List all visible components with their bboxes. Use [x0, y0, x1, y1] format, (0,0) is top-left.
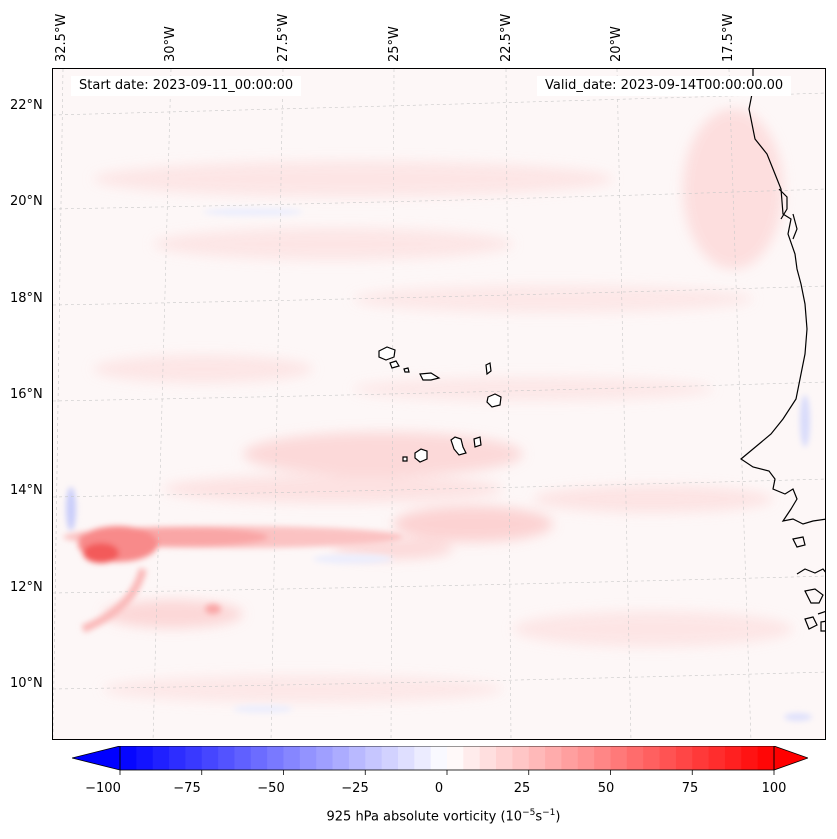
colorbar-cell [250, 746, 268, 770]
colorbar-cell [120, 746, 137, 770]
valid-date-label: Valid_date: 2023-09-14T00:00:00.00 [537, 76, 792, 96]
africa-coast [739, 69, 825, 525]
colorbar-cell [299, 746, 317, 770]
gridlines [53, 69, 825, 739]
colorbar-cell [201, 746, 219, 770]
colorbar-cell [430, 746, 448, 770]
colorbar-cell [316, 746, 334, 770]
lon-label-17-5w: 17.5°W [721, 13, 736, 62]
colorbar-cell [365, 746, 383, 770]
colorbar-cell [136, 746, 154, 770]
colorbar-cell [234, 746, 252, 770]
colorbar-title-exponent: −5 [522, 808, 536, 818]
lon-label-25w: 25°W [387, 26, 402, 62]
lat-label-22n: 22°N [10, 98, 43, 113]
colorbar-tick-label: 0 [434, 781, 444, 796]
start-date-label: Start date: 2023-09-11_00:00:00 [71, 76, 302, 96]
colorbar-min-arrow [72, 746, 121, 771]
lon-label-32-5w: 32.5°W [54, 13, 69, 62]
colorbar-cell [512, 746, 530, 770]
colorbar-tick-label: 25 [513, 781, 531, 796]
lat-label-10n: 10°N [10, 676, 43, 691]
lat-label-12n: 12°N [10, 580, 43, 595]
lat-label-18n: 18°N [10, 291, 43, 306]
colorbar-cell [724, 746, 742, 770]
colorbar-tick-label: 75 [681, 781, 699, 796]
colorbar-tick-label: 100 [761, 781, 787, 796]
lon-label-22-5w: 22.5°W [499, 13, 514, 62]
colorbar-cell [692, 746, 710, 770]
lat-label-20n: 20°N [10, 194, 43, 209]
lon-label-30w: 30°W [163, 26, 178, 62]
colorbar-cell [643, 746, 661, 770]
colorbar-cell [218, 746, 235, 770]
colorbar-cell [741, 746, 759, 770]
colorbar-tick-label: −25 [341, 781, 369, 796]
colorbar-tick-label: −75 [173, 781, 201, 796]
lat-label-16n: 16°N [10, 387, 43, 402]
colorbar-cell [414, 746, 432, 770]
lon-label-20w: 20°W [609, 26, 624, 62]
colorbar-title-prefix: 925 hPa absolute vorticity (10 [326, 809, 523, 825]
colorbar-cell [447, 746, 464, 770]
colorbar-cell [708, 746, 726, 770]
colorbar-cell [577, 746, 595, 770]
colorbar-cell [545, 746, 562, 770]
map-panel[interactable] [52, 68, 826, 740]
colorbar-cell [675, 746, 693, 770]
colorbar-cell [152, 746, 170, 770]
colorbar-cell [397, 746, 415, 770]
colorbar-cell [463, 746, 481, 770]
lat-label-14n: 14°N [10, 483, 43, 498]
colorbar-cell [169, 746, 186, 770]
colorbar-cell [626, 746, 644, 770]
colorbar-title: 925 hPa absolute vorticity (10−5s−1) [0, 808, 837, 824]
colorbar-cell [348, 746, 366, 770]
colorbar-cell [332, 746, 350, 770]
colorbar-cell [594, 746, 611, 770]
colorbar-ticks [119, 770, 775, 775]
colorbar-max-arrow [773, 746, 808, 771]
colorbar-cell [561, 746, 579, 770]
colorbar-cell [659, 746, 677, 770]
colorbar-cell [610, 746, 628, 770]
colorbar-cell [185, 746, 203, 770]
colorbar-tick-label: −100 [85, 781, 121, 796]
colorbar-cell [496, 746, 513, 770]
colorbar-cell [283, 746, 301, 770]
colorbar [72, 746, 808, 775]
colorbar-tick-label: 50 [597, 781, 615, 796]
colorbar-cells [120, 746, 775, 770]
colorbar-title-mid: s [535, 809, 543, 825]
coastlines [739, 69, 825, 632]
colorbar-tick-label: −50 [257, 781, 285, 796]
colorbar-cell [757, 746, 775, 770]
cape-verde-islands [378, 346, 502, 463]
colorbar-cell [528, 746, 546, 770]
colorbar-cell [267, 746, 284, 770]
colorbar-title-suffix: ) [555, 809, 561, 825]
lon-label-27-5w: 27.5°W [276, 13, 291, 62]
colorbar-cell [381, 746, 399, 770]
colorbar-cell [479, 746, 497, 770]
colorbar-title-exponent: −1 [542, 808, 556, 818]
vorticity-map [53, 69, 825, 739]
